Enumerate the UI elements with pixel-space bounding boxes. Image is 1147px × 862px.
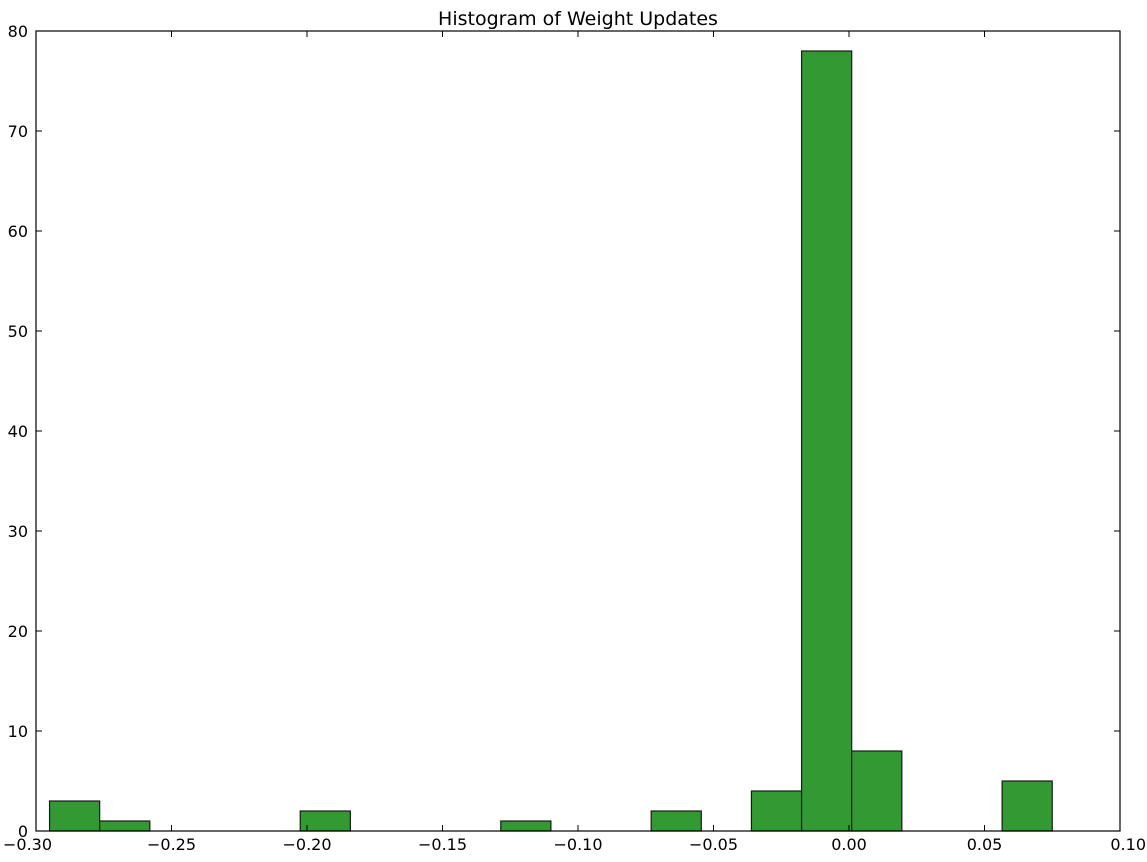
histogram-bar-9 bbox=[500, 820, 552, 832]
plot-frame bbox=[35, 30, 1121, 832]
x-tick-label: 0.05 bbox=[967, 835, 1003, 854]
histogram-bar-5 bbox=[299, 810, 351, 832]
ticks-group: −0.30 −0.25 −0.20 −0.15 −0.10 −0.05 0.00 0.05 0.… bbox=[3, 22, 1146, 854]
x-tick-label: −0.10 bbox=[553, 835, 602, 854]
y-tick-label: 0 bbox=[18, 822, 28, 841]
x-tick-label: −0.30 bbox=[3, 835, 52, 854]
x-tick-label: −0.20 bbox=[282, 835, 331, 854]
y-tick-label: 20 bbox=[8, 622, 28, 641]
histogram-bar-12 bbox=[650, 810, 702, 832]
histogram-bar-19 bbox=[1001, 780, 1053, 832]
chart-title: Histogram of Weight Updates bbox=[438, 8, 718, 30]
y-tick-label: 50 bbox=[8, 322, 28, 341]
histogram-bar-15 bbox=[800, 50, 853, 832]
y-tick-label: 10 bbox=[8, 722, 28, 741]
x-tick-label: −0.05 bbox=[689, 835, 738, 854]
y-tick-label: 80 bbox=[8, 22, 28, 41]
y-tick-label: 70 bbox=[8, 122, 28, 141]
histogram-bar-1 bbox=[99, 820, 151, 832]
bars-group bbox=[48, 50, 1053, 832]
x-tick-label: 0.10 bbox=[1110, 835, 1146, 854]
histogram-bar-16 bbox=[851, 750, 903, 832]
y-tick-label: 60 bbox=[8, 222, 28, 241]
y-tick-label: 30 bbox=[8, 522, 28, 541]
histogram-bar-0 bbox=[48, 800, 101, 832]
x-tick-label: 0.00 bbox=[831, 835, 867, 854]
y-tick-label: 40 bbox=[8, 422, 28, 441]
x-tick-label: −0.25 bbox=[147, 835, 196, 854]
histogram-bar-14 bbox=[750, 790, 803, 832]
x-tick-label: −0.15 bbox=[418, 835, 467, 854]
